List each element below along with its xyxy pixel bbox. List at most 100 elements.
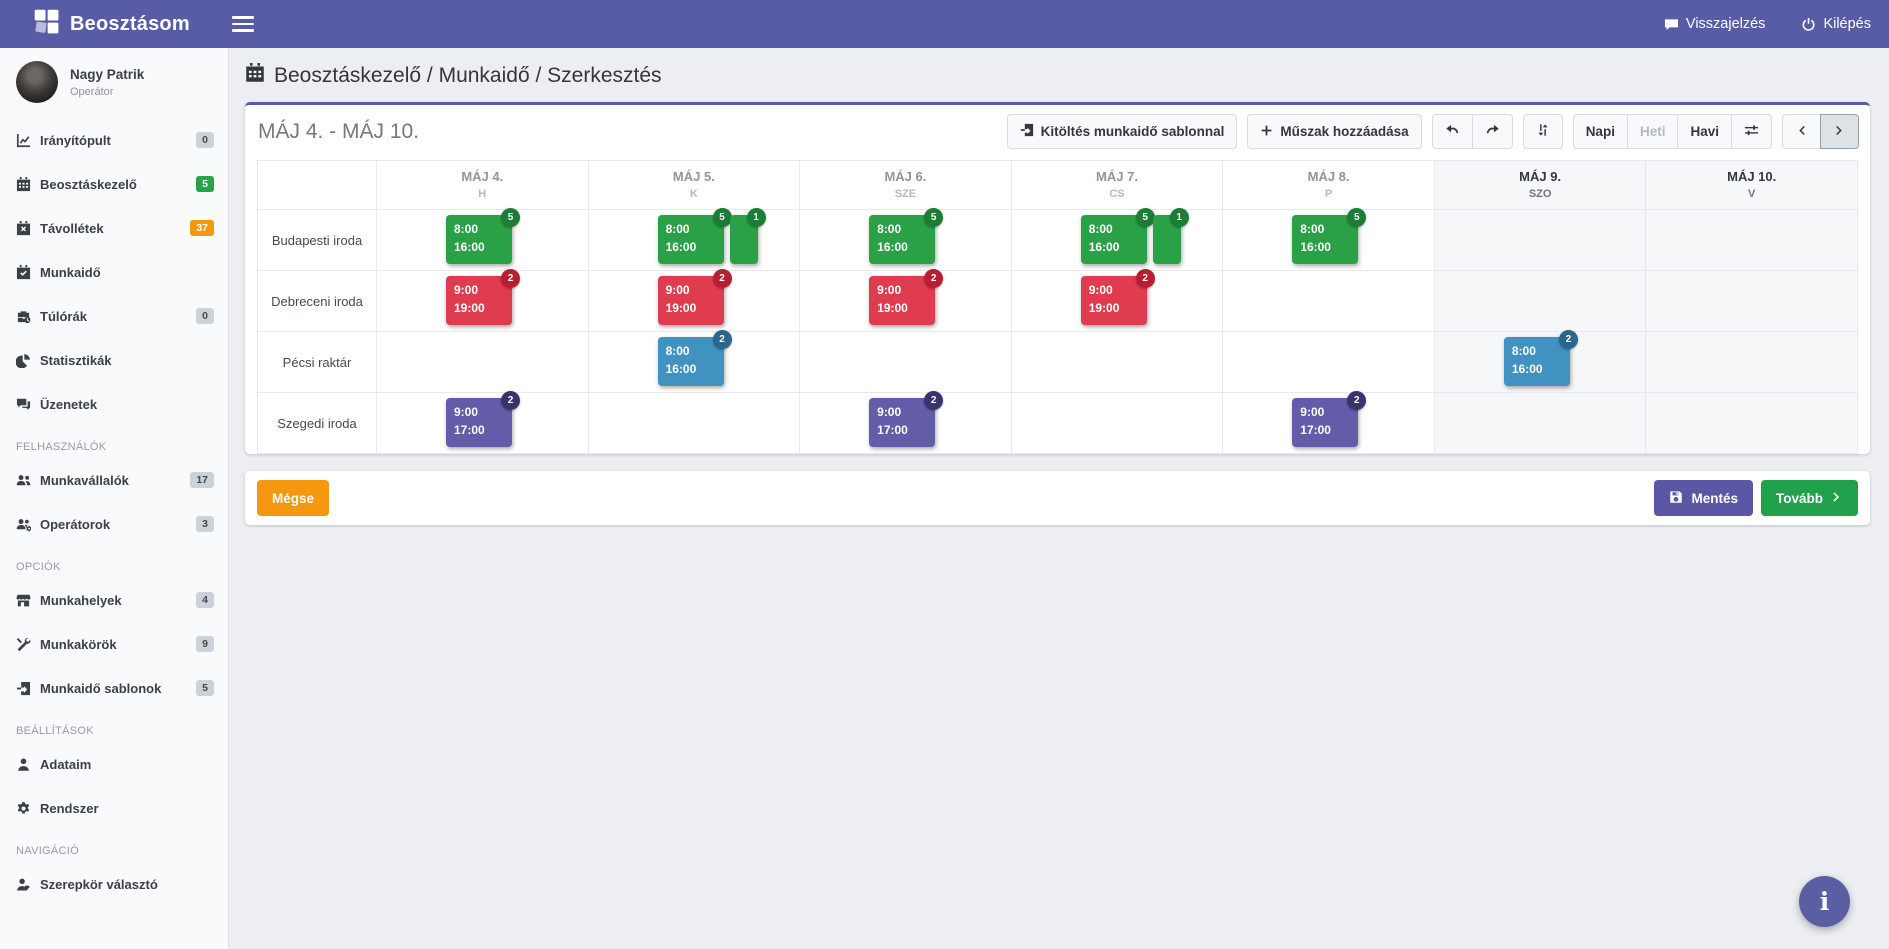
shift-block[interactable]: 9:00 17:00 2 [1292,391,1367,447]
undo-icon [1445,123,1460,141]
schedule-cell[interactable] [588,393,801,454]
shift-block[interactable]: 8:00 16:00 5 [869,208,944,264]
view-monthly-button[interactable]: Havi [1677,114,1732,149]
schedule-cell[interactable]: 8:00 16:00 2 [588,330,801,393]
sidebar-item-label: Munkaidő sablonok [40,680,162,696]
cancel-button[interactable]: Mégse [257,480,330,516]
schedule-cell[interactable] [1646,393,1858,454]
schedule-cell[interactable]: 9:00 17:00 2 [377,391,589,454]
shift-end-time: 19:00 [454,301,485,315]
shift-block[interactable]: 8:00 16:00 5 [1080,208,1155,264]
schedule-cell[interactable] [377,332,589,393]
sidebar-item-label: Rendszer [40,800,99,816]
feedback-button[interactable]: Visszajelzés [1664,16,1765,32]
day-of-week: SZE [894,188,917,200]
schedule-cell[interactable] [1011,332,1224,393]
sidebar-item--zenetek[interactable]: Üzenetek [0,382,228,426]
schedule-cell[interactable] [800,332,1012,393]
sidebar-item-szerepk-r-v-laszt-[interactable]: Szerepkör választó [0,862,228,906]
schedule-cell[interactable]: 8:00 16:00 2 [1434,330,1647,393]
schedule-cell[interactable] [1646,271,1858,332]
info-fab-button[interactable]: i [1799,876,1850,927]
view-weekly-button[interactable]: Heti [1626,114,1679,149]
store-icon [16,593,40,608]
sidebar-item-munkak-r-k[interactable]: Munkakörök 9 [0,622,228,666]
info-icon: i [1819,887,1830,916]
sidebar-item-munkaid-sablonok[interactable]: Munkaidő sablonok 5 [0,666,228,710]
users-icon [16,473,40,488]
sidebar-item-rendszer[interactable]: Rendszer [0,786,228,830]
schedule-cell[interactable]: 8:00 16:00 5 [377,208,589,271]
undo-button[interactable] [1431,114,1473,149]
sidebar-item-oper-torok[interactable]: Operátorok 3 [0,502,228,546]
next-button[interactable]: Tovább [1761,480,1858,516]
sidebar-item-beoszt-skezel-[interactable]: Beosztáskezelő 5 [0,162,228,206]
chevron-left-icon [1795,124,1808,140]
shift-block[interactable]: 9:00 19:00 2 [869,269,944,325]
schedule-cell[interactable]: 9:00 19:00 2 [800,269,1012,332]
shift-block[interactable]: 8:00 16:00 2 [1503,330,1578,386]
save-button[interactable]: Mentés [1654,480,1753,516]
shift-block[interactable]: 1 [729,208,766,264]
sidebar-item-adataim[interactable]: Adataim [0,742,228,786]
schedule-cell[interactable] [1646,332,1858,393]
schedule-cell[interactable]: 9:00 17:00 2 [800,391,1012,454]
menu-toggle-icon[interactable] [231,16,254,32]
count-badge: 9 [196,635,214,653]
user-profile[interactable]: Nagy Patrik Operátor [0,48,228,118]
sidebar-item-munkav-llal-k[interactable]: Munkavállalók 17 [0,458,228,502]
schedule-cell[interactable]: 8:00 16:00 5 1 [1011,208,1224,271]
sidebar-item-t-l-r-k[interactable]: Túlórák 0 [0,294,228,338]
schedule-cell[interactable]: 8:00 16:00 5 [800,208,1012,271]
sidebar-item-t-voll-tek[interactable]: Távollétek 37 [0,206,228,250]
schedule-cell[interactable] [1646,210,1858,271]
shift-block[interactable]: 8:00 16:00 5 [446,208,520,264]
shift-block[interactable]: 9:00 19:00 2 [1080,269,1155,325]
logout-button[interactable]: Kilépés [1801,16,1871,32]
date-range-title: MÁJ 4. - MÁJ 10. [258,119,420,143]
redo-button[interactable] [1471,114,1513,149]
breadcrumb: Beosztáskezelő / Munkaidő / Szerkesztés [245,63,1870,89]
shift-block[interactable]: 8:00 16:00 5 [1292,208,1367,264]
schedule-cell[interactable] [1223,332,1435,393]
schedule-grid: MÁJ 4. H MÁJ 5. K MÁJ 6. SZE MÁJ 7. CS MÁJ 8. P MÁ… [257,160,1858,454]
day-of-week: SZO [1528,188,1552,200]
fill-template-button[interactable]: Kitöltés munkaidő sablonnal [1006,114,1238,149]
schedule-cell[interactable] [1434,271,1647,332]
app-brand[interactable]: Beosztásom [33,8,190,40]
schedule-cell[interactable]: 8:00 16:00 5 [1223,208,1435,271]
view-daily-button[interactable]: Napi [1572,114,1628,149]
schedule-cell[interactable] [1434,393,1647,454]
sidebar-item-label: Munkakörök [40,636,117,652]
next-week-button[interactable] [1820,114,1859,149]
shift-block[interactable]: 1 [1152,208,1189,264]
compress-button[interactable] [1522,114,1563,149]
sidebar-item-statisztik-k[interactable]: Statisztikák [0,338,228,382]
shift-block[interactable]: 9:00 17:00 2 [446,391,520,447]
view-options-button[interactable] [1731,114,1772,149]
avatar [16,61,58,103]
prev-week-button[interactable] [1782,114,1821,149]
schedule-cell[interactable]: 8:00 16:00 5 1 [588,208,801,271]
shift-block[interactable]: 9:00 17:00 2 [869,391,944,447]
shift-block[interactable]: 8:00 16:00 2 [657,330,732,386]
shift-block[interactable]: 9:00 19:00 2 [446,269,520,325]
schedule-cell[interactable] [1434,210,1647,271]
schedule-cell[interactable] [1223,271,1435,332]
shift-block[interactable]: 9:00 19:00 2 [657,269,732,325]
shift-count-badge: 2 [501,391,520,410]
shift-block[interactable]: 8:00 16:00 5 [657,208,732,264]
sidebar-item-label: Túlórák [40,308,87,324]
add-shift-button[interactable]: Műszak hozzáadása [1247,114,1422,149]
sidebar-item-ir-ny-t-pult[interactable]: Irányítópult 0 [0,118,228,162]
schedule-cell[interactable] [1011,393,1224,454]
shift-start-time: 9:00 [1088,283,1113,297]
schedule-cell[interactable]: 9:00 17:00 2 [1223,391,1435,454]
sidebar-item-munkaid-[interactable]: Munkaidő [0,250,228,294]
location-label: Budapesti iroda [257,210,377,271]
schedule-cell[interactable]: 9:00 19:00 2 [1011,269,1224,332]
sidebar-item-munkahelyek[interactable]: Munkahelyek 4 [0,578,228,622]
schedule-cell[interactable]: 9:00 19:00 2 [377,269,589,332]
schedule-cell[interactable]: 9:00 19:00 2 [588,269,801,332]
day-header-6: MÁJ 9. SZO [1434,160,1647,210]
